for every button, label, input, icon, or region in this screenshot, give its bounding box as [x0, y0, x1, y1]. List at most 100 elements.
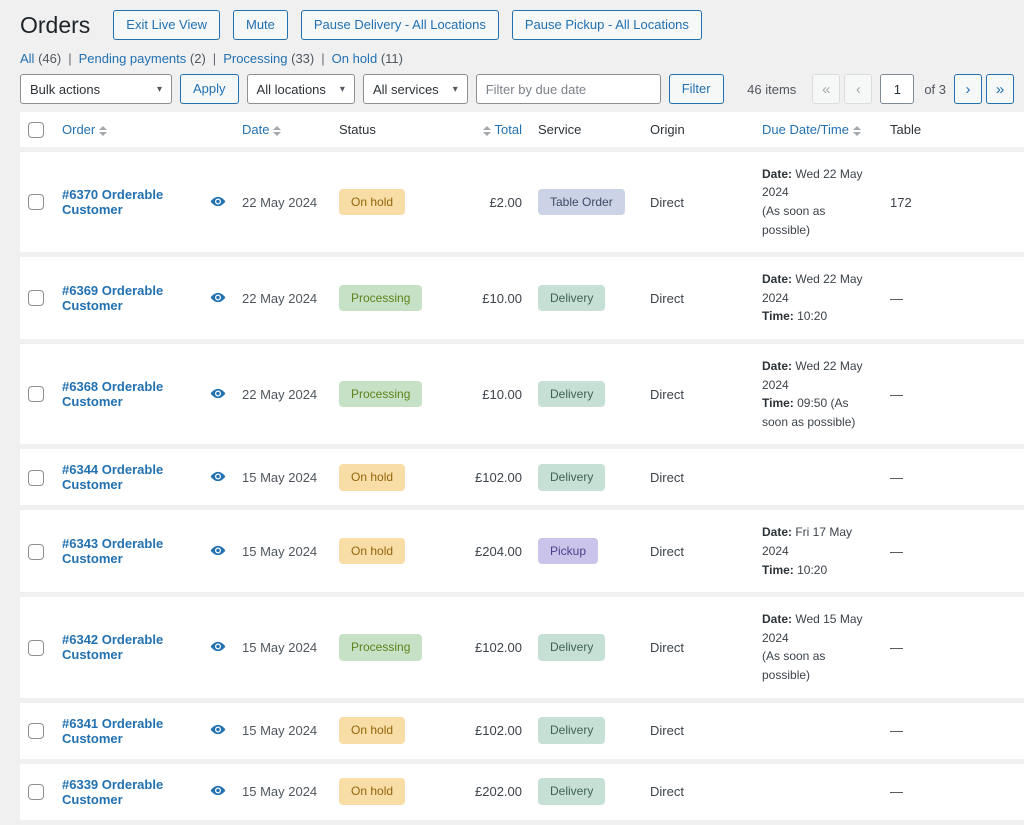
preview-eye-icon[interactable]	[210, 196, 226, 207]
order-link[interactable]: #6339 Orderable Customer	[62, 777, 163, 807]
prev-page-button: ‹	[844, 74, 872, 104]
due-line: (As soon as possible)	[762, 202, 874, 239]
mute-button[interactable]: Mute	[233, 10, 288, 40]
last-page-button[interactable]: »	[986, 74, 1014, 104]
order-total: £10.00	[461, 342, 530, 447]
row-checkbox[interactable]	[28, 784, 44, 800]
sort-icon	[853, 126, 861, 136]
preview-eye-icon[interactable]	[210, 471, 226, 482]
bulk-actions-select[interactable]: Bulk actions ▾	[20, 74, 172, 104]
order-total: £10.00	[461, 255, 530, 342]
order-link[interactable]: #6343 Orderable Customer	[62, 536, 163, 566]
due-datetime	[754, 700, 882, 761]
orders-page: Orders Exit Live View Mute Pause Deliver…	[0, 0, 1024, 825]
column-header-date[interactable]: Date	[242, 122, 285, 137]
pause-pickup-button[interactable]: Pause Pickup - All Locations	[512, 10, 702, 40]
table-toolbar: Bulk actions ▾ Apply All locations ▾ All…	[20, 74, 1024, 104]
orders-table-body: #6370 Orderable Customer 22 May 2024 On …	[20, 149, 1024, 822]
page-title: Orders	[20, 11, 90, 40]
column-header-status: Status	[331, 112, 461, 149]
total-pages-label: of 3	[924, 82, 946, 97]
row-checkbox[interactable]	[28, 544, 44, 560]
preview-eye-icon[interactable]	[210, 388, 226, 399]
due-line: Date: Wed 15 May 2024	[762, 610, 874, 647]
chevron-down-icon: ▾	[453, 84, 458, 95]
filter-separator: |	[321, 51, 324, 66]
table-number: —	[882, 761, 1024, 822]
order-link[interactable]: #6369 Orderable Customer	[62, 283, 163, 313]
title-row: Orders Exit Live View Mute Pause Deliver…	[20, 6, 1024, 40]
next-page-button[interactable]: ›	[954, 74, 982, 104]
order-link[interactable]: #6342 Orderable Customer	[62, 632, 163, 662]
status-filter-links: All (46) | Pending payments (2) | Proces…	[20, 51, 1024, 66]
service-badge: Delivery	[538, 717, 605, 743]
due-line: (As soon as possible)	[762, 647, 874, 684]
order-link[interactable]: #6370 Orderable Customer	[62, 187, 163, 217]
filter-link-pending-payments[interactable]: Pending payments (2)	[79, 51, 206, 66]
current-page-input[interactable]	[880, 74, 914, 104]
due-datetime: Date: Fri 17 May 2024Time: 10:20	[754, 508, 882, 595]
table-row: #6369 Orderable Customer 22 May 2024 Pro…	[20, 255, 1024, 342]
order-link[interactable]: #6344 Orderable Customer	[62, 462, 163, 492]
filter-controls: Bulk actions ▾ Apply All locations ▾ All…	[20, 74, 724, 104]
first-page-button: «	[812, 74, 840, 104]
row-checkbox[interactable]	[28, 470, 44, 486]
table-row: #6368 Orderable Customer 22 May 2024 Pro…	[20, 342, 1024, 447]
status-badge: On hold	[339, 778, 405, 804]
order-date: 15 May 2024	[234, 508, 331, 595]
locations-select[interactable]: All locations ▾	[247, 74, 355, 104]
column-header-due-date-time[interactable]: Due Date/Time	[762, 122, 865, 137]
due-datetime: Date: Wed 15 May 2024(As soon as possibl…	[754, 595, 882, 700]
table-number: 172	[882, 149, 1024, 254]
table-number: —	[882, 447, 1024, 508]
table-number: —	[882, 255, 1024, 342]
order-origin: Direct	[642, 508, 754, 595]
sort-icon	[99, 126, 107, 136]
filter-button[interactable]: Filter	[669, 74, 724, 104]
order-total: £102.00	[461, 447, 530, 508]
order-link[interactable]: #6341 Orderable Customer	[62, 716, 163, 746]
column-header-origin: Origin	[642, 112, 754, 149]
service-badge: Delivery	[538, 381, 605, 407]
order-date: 15 May 2024	[234, 595, 331, 700]
preview-eye-icon[interactable]	[210, 724, 226, 735]
column-header-total[interactable]: Total	[479, 122, 522, 137]
preview-eye-icon[interactable]	[210, 292, 226, 303]
row-checkbox[interactable]	[28, 290, 44, 306]
apply-button[interactable]: Apply	[180, 74, 239, 104]
order-origin: Direct	[642, 255, 754, 342]
preview-eye-icon[interactable]	[210, 641, 226, 652]
row-checkbox[interactable]	[28, 723, 44, 739]
services-select[interactable]: All services ▾	[363, 74, 468, 104]
status-badge: On hold	[339, 189, 405, 215]
column-header-order[interactable]: Order	[62, 122, 111, 137]
order-origin: Direct	[642, 447, 754, 508]
preview-eye-icon[interactable]	[210, 545, 226, 556]
order-total: £102.00	[461, 700, 530, 761]
row-checkbox[interactable]	[28, 194, 44, 210]
service-badge: Delivery	[538, 464, 605, 490]
order-link[interactable]: #6368 Orderable Customer	[62, 379, 163, 409]
filter-link-all[interactable]: All (46)	[20, 51, 61, 66]
select-all-checkbox[interactable]	[28, 122, 44, 138]
filter-link-on-hold[interactable]: On hold (11)	[332, 51, 403, 66]
filter-separator: |	[213, 51, 216, 66]
order-origin: Direct	[642, 761, 754, 822]
order-total: £102.00	[461, 595, 530, 700]
column-header-service: Service	[530, 112, 642, 149]
orders-table: Order Date Status Total Service Origin D…	[20, 112, 1024, 824]
pause-delivery-button[interactable]: Pause Delivery - All Locations	[301, 10, 499, 40]
sort-icon	[273, 126, 281, 136]
order-origin: Direct	[642, 149, 754, 254]
row-checkbox[interactable]	[28, 386, 44, 402]
due-line: Time: 10:20	[762, 561, 874, 580]
filter-link-processing[interactable]: Processing (33)	[223, 51, 314, 66]
order-date: 22 May 2024	[234, 342, 331, 447]
due-line: Time: 09:50 (As soon as possible)	[762, 394, 874, 431]
order-date: 15 May 2024	[234, 447, 331, 508]
row-checkbox[interactable]	[28, 640, 44, 656]
preview-eye-icon[interactable]	[210, 785, 226, 796]
due-date-filter-input[interactable]	[476, 74, 661, 104]
exit-live-view-button[interactable]: Exit Live View	[113, 10, 220, 40]
due-datetime: Date: Wed 22 May 2024Time: 09:50 (As soo…	[754, 342, 882, 447]
